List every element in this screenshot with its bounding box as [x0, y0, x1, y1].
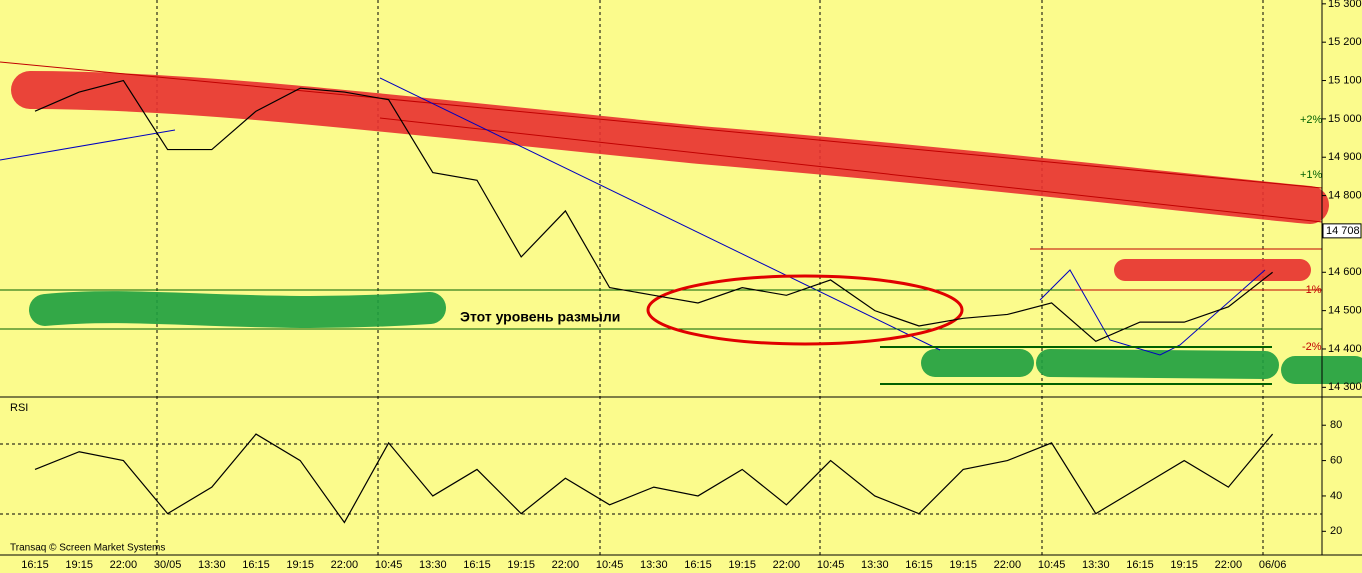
- resistance-zone: [11, 71, 1329, 224]
- price-line: [34, 79, 1273, 343]
- x-tick-label: 13:30: [198, 559, 226, 571]
- y-tick-label: 14 800: [1328, 189, 1362, 201]
- y-tick-label: 14 400: [1328, 343, 1362, 355]
- x-tick-label: 13:30: [861, 559, 889, 571]
- x-tick-label: 06/06: [1259, 559, 1287, 571]
- x-tick-label: 16:15: [21, 559, 49, 571]
- x-tick-label: 16:15: [242, 559, 270, 571]
- y-tick-label: 20: [1330, 525, 1342, 537]
- y-tick-label: 40: [1330, 490, 1342, 502]
- percent-label: -1%: [1302, 284, 1322, 296]
- price-line: [34, 433, 1274, 524]
- percent-label: -2%: [1302, 341, 1322, 353]
- x-tick-label: 13:30: [640, 559, 668, 571]
- x-tick-label: 10:45: [817, 559, 845, 571]
- y-tick-label: 15 300: [1328, 0, 1362, 10]
- rsi-title: RSI: [10, 402, 28, 414]
- x-tick-label: 16:15: [1126, 559, 1154, 571]
- last-price-box: [1322, 223, 1362, 239]
- trend-lines: [0, 61, 1323, 385]
- x-tick-label: 19:15: [507, 559, 535, 571]
- y-tick-label: 14 900: [1328, 151, 1362, 163]
- support-zone: [29, 291, 446, 328]
- highlight-ellipse: [646, 274, 964, 346]
- x-tick-label: 16:15: [463, 559, 491, 571]
- x-tick-label: 10:45: [1038, 559, 1066, 571]
- x-tick-label: 16:15: [684, 559, 712, 571]
- support-zone: [921, 349, 1362, 384]
- x-tick-label: 16:15: [905, 559, 933, 571]
- x-tick-label: 10:45: [375, 559, 403, 571]
- x-tick-label: 22:00: [994, 559, 1022, 571]
- percent-label: +2%: [1300, 114, 1323, 126]
- x-tick-label: 30/05: [154, 559, 182, 571]
- x-tick-label: 19:15: [286, 559, 314, 571]
- y-tick-label: 14 300: [1328, 381, 1362, 393]
- x-tick-label: 10:45: [596, 559, 624, 571]
- annotation: Этот уровень размыли: [460, 309, 620, 325]
- x-tick-label: 19:15: [65, 559, 93, 571]
- y-tick-label: 14 600: [1328, 266, 1362, 278]
- y-tick-label: 60: [1330, 454, 1342, 466]
- x-tick-label: 19:15: [1170, 559, 1198, 571]
- y-tick-label: 15 000: [1328, 113, 1362, 125]
- x-tick-label: 19:15: [949, 559, 977, 571]
- y-tick-label: 80: [1330, 419, 1342, 431]
- x-tick-label: 22:00: [1215, 559, 1243, 571]
- last-price-label: 14 708: [1326, 225, 1360, 237]
- x-tick-label: 22:00: [773, 559, 801, 571]
- percent-label: +1%: [1300, 169, 1323, 181]
- y-tick-label: 15 100: [1328, 74, 1362, 86]
- x-tick-label: 22:00: [552, 559, 580, 571]
- y-tick-label: 14 500: [1328, 305, 1362, 317]
- x-tick-label: 19:15: [728, 559, 756, 571]
- rsi-levels: [0, 443, 1322, 515]
- source-note: Transaq © Screen Market Systems: [10, 543, 165, 554]
- y-tick-label: 15 200: [1328, 36, 1362, 48]
- x-tick-label: 22:00: [331, 559, 359, 571]
- x-tick-label: 13:30: [1082, 559, 1110, 571]
- x-tick-label: 22:00: [110, 559, 138, 571]
- x-tick-label: 13:30: [419, 559, 447, 571]
